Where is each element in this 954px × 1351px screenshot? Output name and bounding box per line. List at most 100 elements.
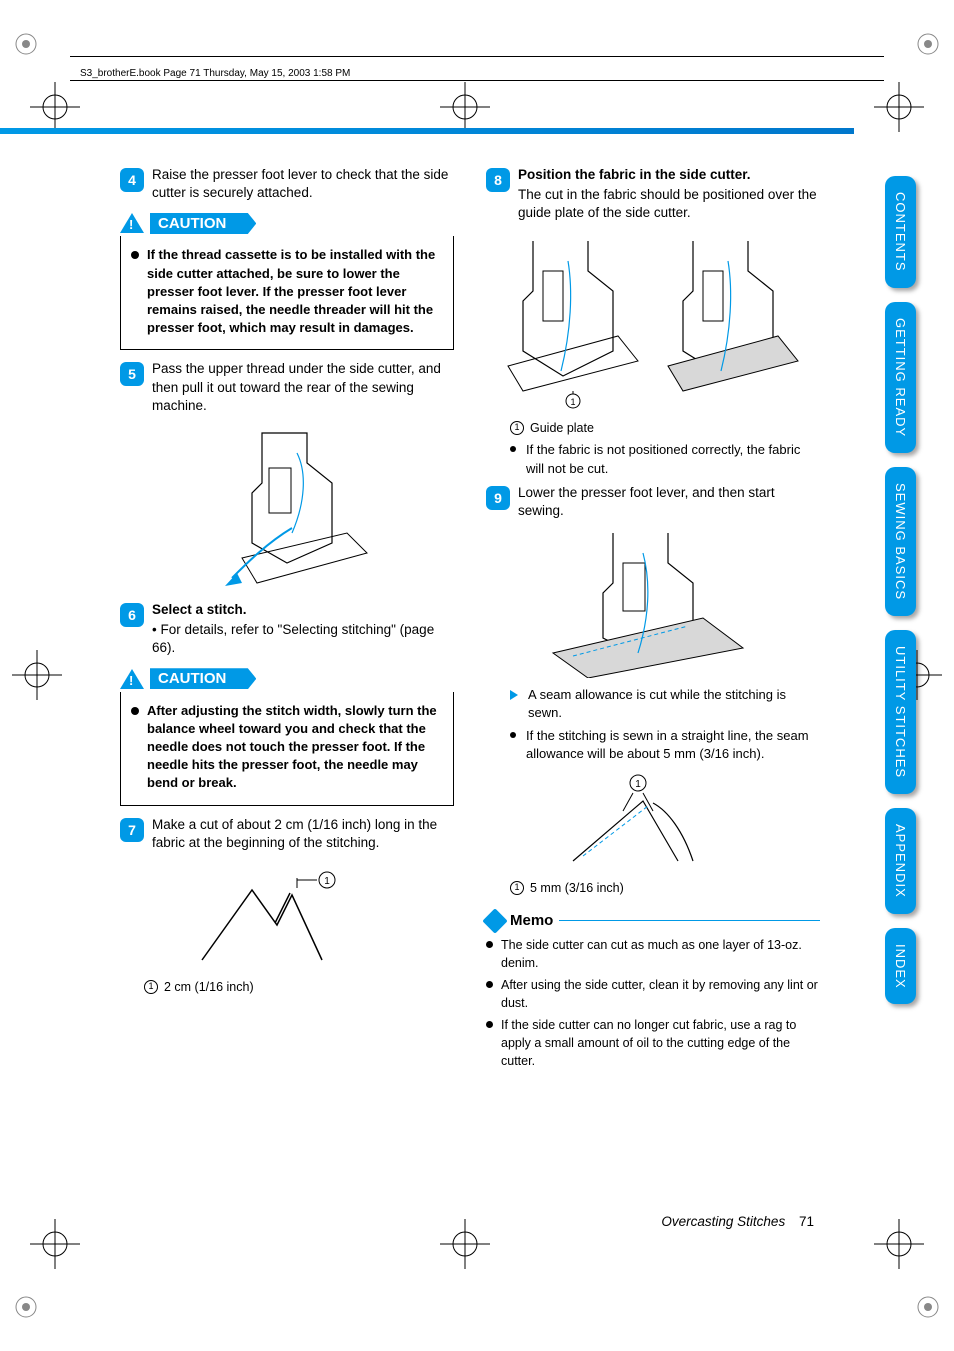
memo-header: Memo xyxy=(486,912,820,930)
memo-divider xyxy=(559,920,820,921)
step-8-title: Position the fabric in the side cutter. xyxy=(518,166,820,184)
caution-2-text: After adjusting the stitch width, slowly… xyxy=(147,702,443,793)
step-8-sub: The cut in the fabric should be position… xyxy=(518,186,820,222)
footer-section: Overcasting Stitches xyxy=(661,1214,785,1229)
step-4: 4 Raise the presser foot lever to check … xyxy=(120,166,454,202)
caution-1-label: CAUTION xyxy=(150,213,256,234)
step-5: 5 Pass the upper thread under the side c… xyxy=(120,360,454,415)
figure-step5 xyxy=(120,423,454,593)
memo-bullet xyxy=(486,981,493,988)
step-8: 8 Position the fabric in the side cutter… xyxy=(486,166,820,223)
caution-2-icon xyxy=(120,669,144,689)
note-9-text: If the stitching is sewn in a straight l… xyxy=(526,727,820,763)
header-rule-bottom xyxy=(70,80,884,81)
regmark-br xyxy=(914,1293,942,1321)
step-7: 7 Make a cut of about 2 cm (1/16 inch) l… xyxy=(120,816,454,852)
caution-1-header: CAUTION xyxy=(120,210,454,236)
step-9-number: 9 xyxy=(486,486,510,510)
memo-bullet xyxy=(486,941,493,948)
regcross-t3 xyxy=(874,82,924,132)
page-accent-bar xyxy=(0,128,854,134)
memo-icon xyxy=(482,908,507,933)
caution-1-text: If the thread cassette is to be installe… xyxy=(147,246,443,337)
caution-1-icon xyxy=(120,213,144,233)
memo-label: Memo xyxy=(510,912,553,929)
regcross-t1 xyxy=(30,82,80,132)
regcross-t2 xyxy=(440,82,490,132)
side-tabs: CONTENTS GETTING READY SEWING BASICS UTI… xyxy=(885,176,916,1004)
page-footer: Overcasting Stitches 71 xyxy=(661,1214,814,1229)
step-7-number: 7 xyxy=(120,818,144,842)
caution-2-label: CAUTION xyxy=(150,668,256,689)
callout-7-num: 1 xyxy=(144,980,158,994)
note-8-text: If the fabric is not positioned correctl… xyxy=(526,441,820,477)
caution-1-bullet xyxy=(131,251,139,259)
callout-8-text: Guide plate xyxy=(530,419,594,438)
caution-2-bullet xyxy=(131,707,139,715)
memo-item-1: After using the side cutter, clean it by… xyxy=(486,976,820,1012)
memo-item-0: The side cutter can cut as much as one l… xyxy=(486,936,820,972)
svg-text:1: 1 xyxy=(570,397,575,407)
tab-index[interactable]: INDEX xyxy=(885,928,916,1005)
regmark-tr xyxy=(914,30,942,58)
note-9-bullet xyxy=(510,732,518,763)
step-6-title: Select a stitch. xyxy=(152,601,454,619)
caution-2-box: After adjusting the stitch width, slowly… xyxy=(120,692,454,806)
tab-getting-ready[interactable]: GETTING READY xyxy=(885,302,916,453)
caution-2-header: CAUTION xyxy=(120,666,454,692)
caution-1-box: If the thread cassette is to be installe… xyxy=(120,236,454,350)
arrow-note-9: A seam allowance is cut while the stitch… xyxy=(510,686,820,722)
step-7-text: Make a cut of about 2 cm (1/16 inch) lon… xyxy=(152,816,454,852)
svg-text:1: 1 xyxy=(324,876,330,887)
memo-list: The side cutter can cut as much as one l… xyxy=(486,936,820,1071)
step-6: 6 Select a stitch. • For details, refer … xyxy=(120,601,454,658)
figure-step9a xyxy=(486,528,820,678)
step-9: 9 Lower the presser foot lever, and then… xyxy=(486,484,820,520)
memo-item-2: If the side cutter can no longer cut fab… xyxy=(486,1016,820,1070)
regcross-b1 xyxy=(30,1219,80,1269)
page-content: 4 Raise the presser foot lever to check … xyxy=(120,160,820,1075)
step-5-number: 5 xyxy=(120,362,144,386)
footer-page-number: 71 xyxy=(799,1214,814,1229)
step-8-number: 8 xyxy=(486,168,510,192)
svg-text:1: 1 xyxy=(635,779,641,790)
step-4-text: Raise the presser foot lever to check th… xyxy=(152,166,454,202)
step-5-text: Pass the upper thread under the side cut… xyxy=(152,360,454,415)
regcross-b3 xyxy=(874,1219,924,1269)
note-8: If the fabric is not positioned correctl… xyxy=(510,441,820,477)
step-6-number: 6 xyxy=(120,603,144,627)
step-4-number: 4 xyxy=(120,168,144,192)
regcross-b2 xyxy=(440,1219,490,1269)
right-column: 8 Position the fabric in the side cutter… xyxy=(486,160,820,1075)
arrow-icon xyxy=(510,690,520,722)
note-8-bullet xyxy=(510,446,518,477)
figure-step7: 1 xyxy=(120,860,454,970)
left-column: 4 Raise the presser foot lever to check … xyxy=(120,160,454,1075)
note-9: If the stitching is sewn in a straight l… xyxy=(510,727,820,763)
figure-step9b: 1 xyxy=(486,771,820,871)
header-rule-top xyxy=(70,56,884,57)
callout-7-text: 2 cm (1/16 inch) xyxy=(164,978,254,997)
callout-9b-num: 1 xyxy=(510,881,524,895)
step-6-sub: • For details, refer to "Selecting stitc… xyxy=(152,621,454,657)
callout-9b-text: 5 mm (3/16 inch) xyxy=(530,879,624,898)
figure-7-callout: 1 2 cm (1/16 inch) xyxy=(144,978,454,997)
arrow-9-text: A seam allowance is cut while the stitch… xyxy=(528,686,820,722)
regmark-bl xyxy=(12,1293,40,1321)
figure-step8: 1 xyxy=(486,231,820,411)
tab-utility-stitches[interactable]: UTILITY STITCHES xyxy=(885,630,916,794)
memo-item-1-text: After using the side cutter, clean it by… xyxy=(501,976,820,1012)
tab-contents[interactable]: CONTENTS xyxy=(885,176,916,288)
tab-appendix[interactable]: APPENDIX xyxy=(885,808,916,914)
crop-header-text: S3_brotherE.book Page 71 Thursday, May 1… xyxy=(80,68,350,79)
figure-8-callout: 1 Guide plate xyxy=(510,419,820,438)
tab-sewing-basics[interactable]: SEWING BASICS xyxy=(885,467,916,616)
step-9-text: Lower the presser foot lever, and then s… xyxy=(518,484,820,520)
figure-9b-callout: 1 5 mm (3/16 inch) xyxy=(510,879,820,898)
regmark-tl xyxy=(12,30,40,58)
callout-8-num: 1 xyxy=(510,421,524,435)
memo-item-0-text: The side cutter can cut as much as one l… xyxy=(501,936,820,972)
memo-bullet xyxy=(486,1021,493,1028)
memo-item-2-text: If the side cutter can no longer cut fab… xyxy=(501,1016,820,1070)
regcross-left xyxy=(12,650,62,700)
